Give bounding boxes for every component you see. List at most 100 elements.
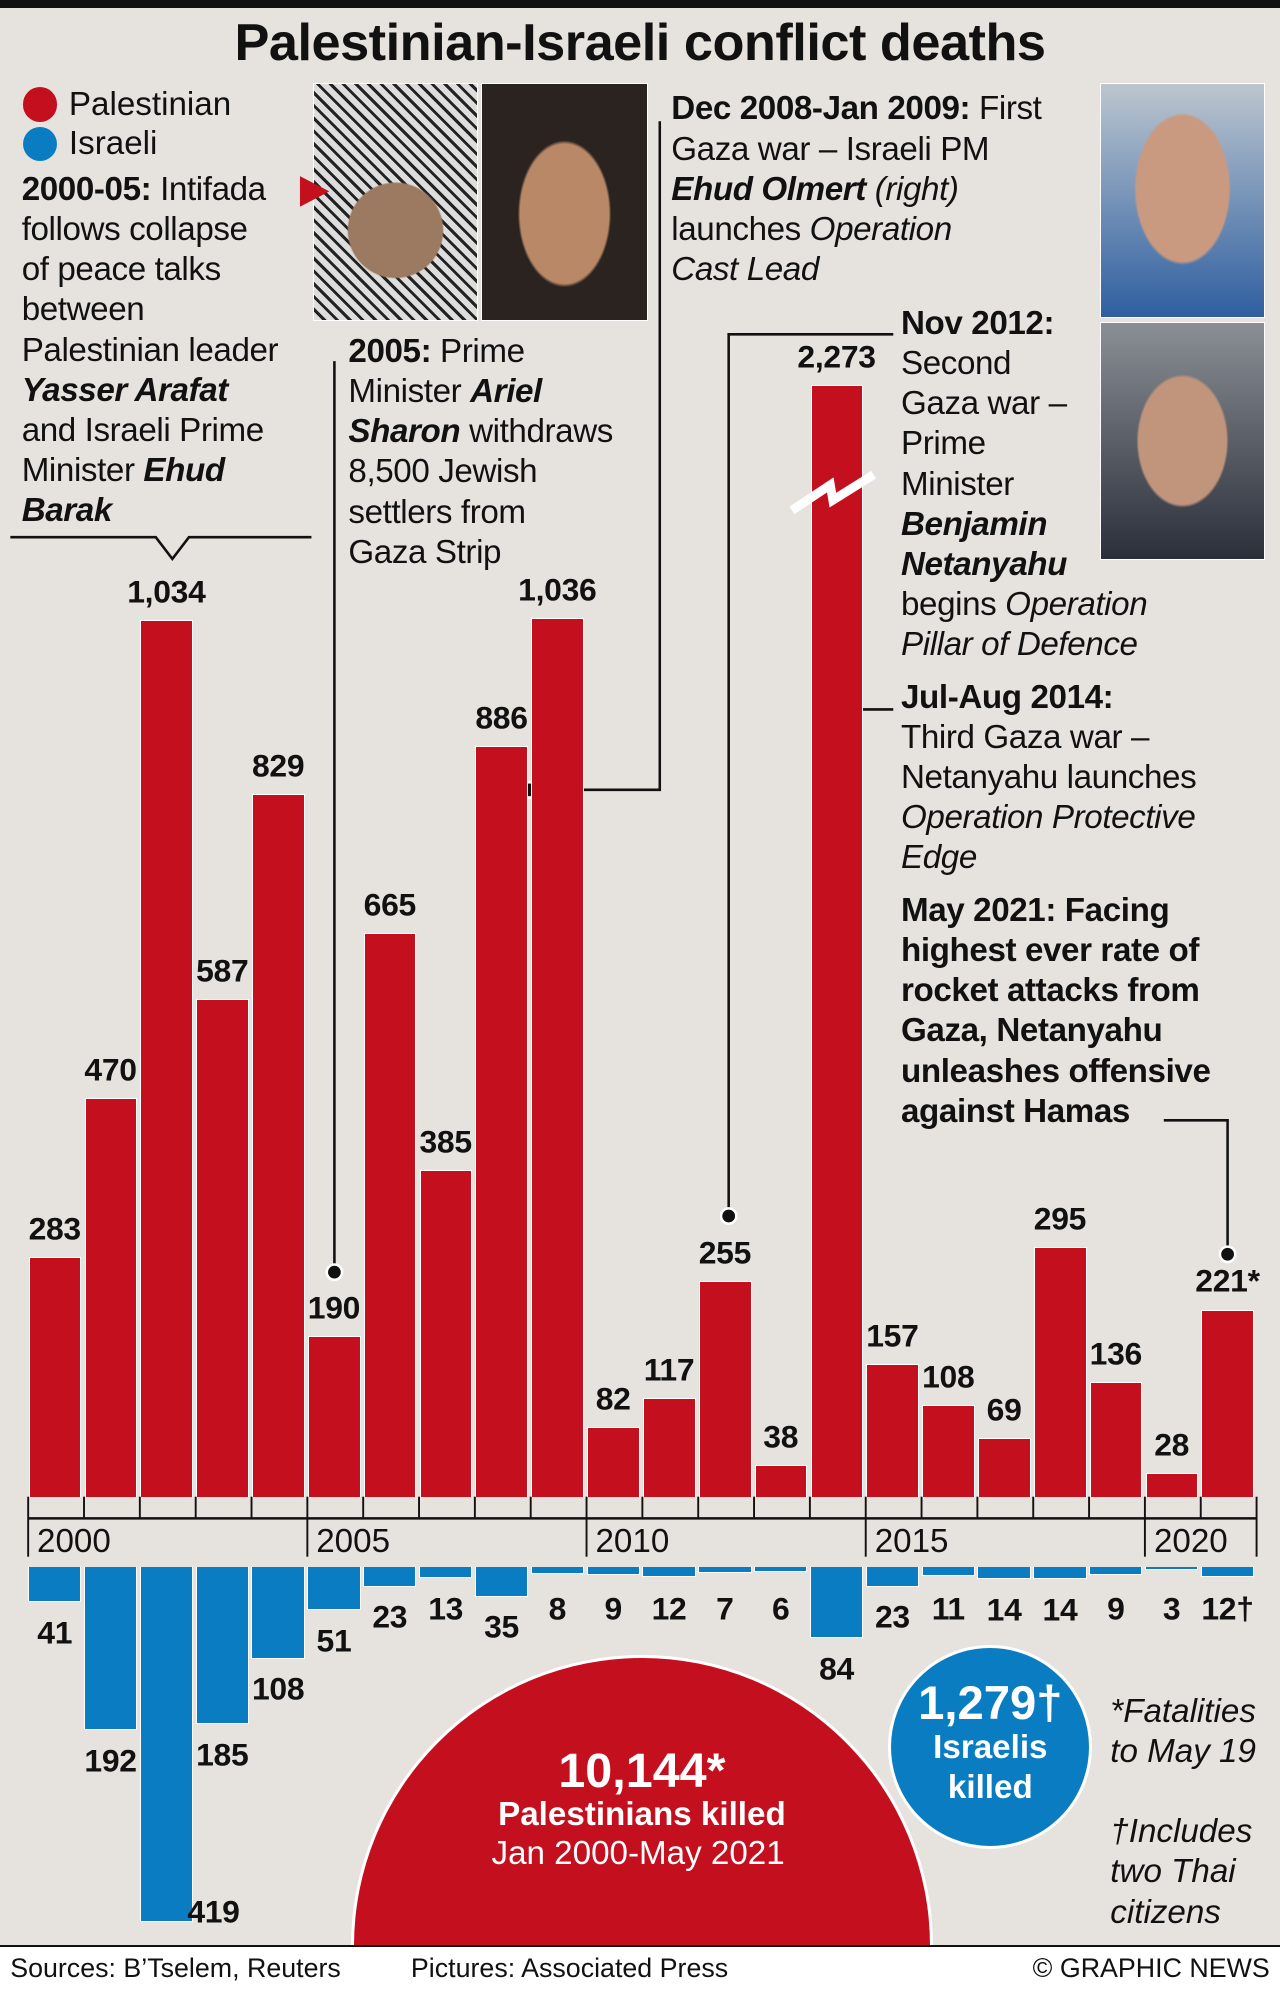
israeli-bar: [586, 1567, 640, 1575]
israeli-value-label: 192: [84, 1742, 137, 1779]
annotation-line: follows collapse: [22, 210, 279, 250]
annotation-line: and Israeli Prime: [22, 411, 279, 451]
annotation-text: Ehud: [143, 452, 225, 490]
annotation-line: Gaza war – Israeli PM: [671, 130, 1041, 170]
annotation-text: Prime: [431, 332, 525, 370]
annotation-text: (right): [865, 170, 959, 208]
israeli-total-value: 1,279†: [918, 1676, 1063, 1730]
top-rule: [0, 0, 1280, 8]
palestinian-bar: [531, 618, 584, 1497]
israeli-value-label: 11: [931, 1590, 965, 1627]
palestinian-value-label: 108: [922, 1358, 975, 1395]
palestinian-value-label: 38: [763, 1418, 799, 1455]
footnote-line: *Fatalities: [1110, 1693, 1256, 1731]
palestinian-total-period: Jan 2000-May 2021: [491, 1835, 785, 1873]
annotation-text: Sharon: [348, 413, 461, 451]
footnote-line: to May 19: [1110, 1733, 1256, 1771]
israeli-bar: [307, 1567, 361, 1611]
annotation-line: against Hamas: [901, 1092, 1211, 1132]
annotation-line: highest ever rate of: [901, 931, 1211, 971]
annotation-text: Benjamin: [901, 505, 1048, 543]
annotation-text: Jul-Aug 2014:: [901, 678, 1114, 716]
israeli-value-label: 23: [372, 1598, 408, 1635]
annotation-line: Gaza war –: [901, 384, 1147, 424]
palestinian-bar: [1201, 1309, 1255, 1497]
annotation-text: Operation: [809, 210, 952, 248]
israeli-bar: [1200, 1567, 1255, 1578]
palestinian-value-label: 255: [698, 1234, 752, 1271]
annotation-line: May 2021: Facing: [901, 891, 1211, 931]
annotation-line: Third Gaza war –: [901, 718, 1196, 758]
annotation-line: Dec 2008-Jan 2009: First: [671, 89, 1042, 129]
annotation-text: Operation Protective: [901, 799, 1196, 837]
annotation-text: Second: [901, 344, 1012, 382]
annotation-line: Minister: [901, 465, 1147, 505]
israeli-bar: [83, 1567, 138, 1730]
palestinian-bar: [196, 999, 249, 1497]
palestinian-bar: [140, 620, 194, 1497]
annotation-text: 2005:: [348, 332, 432, 370]
pictures-credit: Pictures: Associated Press: [410, 1953, 729, 1984]
annotation-castlead: Dec 2008-Jan 2009: First Gaza war – Israe…: [671, 89, 1042, 290]
annotation-may2021: May 2021: Facing highest ever rate of rock…: [901, 891, 1211, 1132]
x-axis-tick-label: 2010: [595, 1522, 670, 1560]
palestinian-value-label: 829: [251, 747, 305, 784]
israeli-bar: [195, 1567, 249, 1725]
israeli-value-label: 41: [37, 1614, 73, 1651]
photo-ehud-barak: [481, 82, 648, 322]
israeli-bar: [754, 1567, 808, 1573]
annotation-text: of peace talks: [21, 251, 221, 289]
palestinian-value-label: 587: [196, 952, 249, 989]
annotation-protective: Jul-Aug 2014: Third Gaza war – Netanyahu l…: [901, 678, 1197, 879]
annotation-text: Ariel: [470, 373, 542, 410]
annotation-text: Yasser Arafat: [21, 371, 229, 409]
annotation-line: Minister Ehud: [22, 451, 279, 491]
palestinian-value-label: 190: [307, 1289, 361, 1326]
annotation-line: Edge: [901, 838, 1196, 878]
annotation-line: Prime: [901, 424, 1147, 464]
legend-label: Palestinian: [68, 85, 232, 123]
israeli-bar: [530, 1567, 584, 1574]
palestinian-value-label: 157: [866, 1317, 919, 1354]
israeli-total-label-2: killed: [947, 1768, 1033, 1806]
annotation-text: Operation: [1005, 586, 1148, 624]
israeli-bar: [139, 1567, 194, 1923]
annotation-text: Gaza war –: [901, 385, 1067, 423]
pillar-leader-dot: [719, 1207, 738, 1225]
annotation-line: Gaza, Netanyahu: [901, 1011, 1211, 1051]
palestinian-bar: [587, 1427, 640, 1497]
annotation-line: between: [22, 290, 279, 330]
annotation-text: Prime: [901, 425, 986, 463]
annotation-line: begins Operation: [901, 585, 1148, 625]
israeli-bar: [363, 1567, 417, 1587]
palestinian-bar: [475, 745, 529, 1497]
annotation-line: Sharon withdraws: [348, 412, 613, 452]
palestinian-value-label: 2,273: [797, 338, 876, 375]
annotation-line: Cast Lead: [671, 250, 1041, 290]
palestinian-bar: [643, 1397, 696, 1497]
annotation-line: Minister Ariel: [348, 372, 613, 412]
palestinian-value-label: 886: [475, 699, 528, 736]
legend-label: Israeli: [68, 125, 158, 163]
legend-palestinian: Palestinian: [22, 85, 232, 124]
palestinian-value-label: 82: [595, 1380, 631, 1417]
palestinian-bar: [84, 1098, 138, 1497]
israeli-value-label: 12†: [1201, 1590, 1254, 1627]
legend-swatch-blue: [22, 126, 58, 162]
israeli-bar: [642, 1567, 696, 1578]
israeli-value-label: 51: [316, 1622, 352, 1659]
annotation-line: Second: [901, 344, 1147, 384]
annotation-line: Netanyahu: [901, 545, 1147, 585]
annotation-text: 8,500 Jewish: [348, 453, 538, 491]
israeli-value-label: 14: [986, 1591, 1022, 1628]
annotation-text: Nov 2012:: [901, 304, 1055, 342]
annotation-text: Cast Lead: [671, 251, 819, 289]
annotation-line: Nov 2012:: [901, 304, 1147, 344]
israeli-bar: [921, 1567, 975, 1577]
annotation-line: Benjamin: [901, 505, 1147, 545]
israeli-bar: [28, 1567, 82, 1602]
israeli-value-label: 9: [1107, 1590, 1125, 1627]
annotation-line: unleashes offensive: [901, 1052, 1211, 1092]
annotation-text: Gaza Strip: [348, 533, 502, 571]
israeli-value-label: 108: [251, 1670, 305, 1707]
